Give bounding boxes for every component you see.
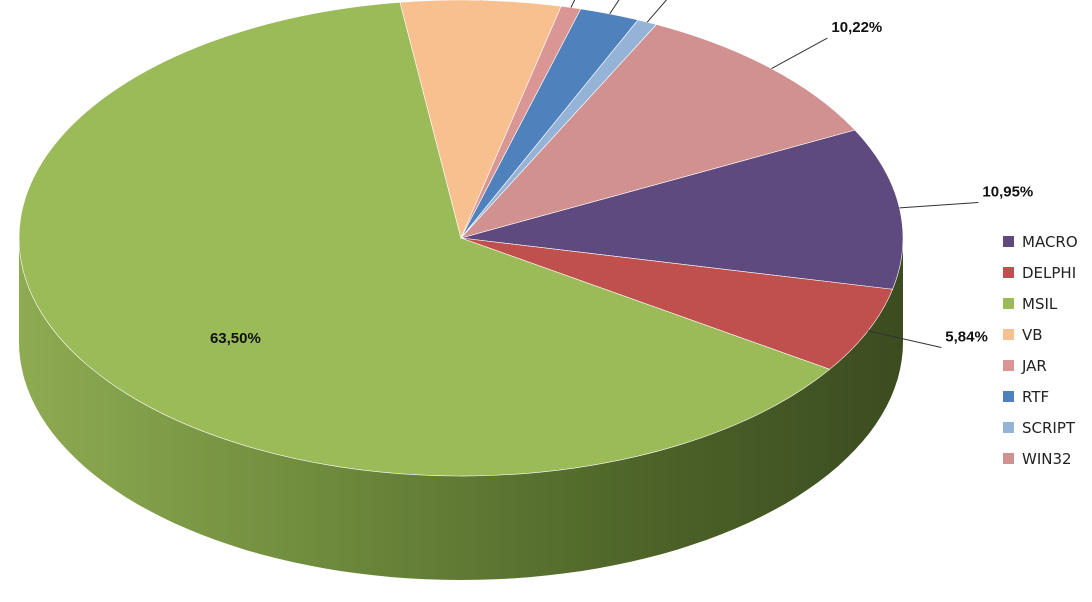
legend-swatch [1003, 236, 1014, 247]
legend-label: MACRO [1022, 232, 1078, 251]
pie-slice-macro [460, 129, 904, 290]
leader-line-jar [570, 0, 576, 8]
legend-item-macro: MACRO [1003, 226, 1078, 257]
legend-item-vb: VB [1003, 319, 1078, 350]
data-label-win32: 10,22% [831, 19, 882, 36]
pie-slice-msil [18, 1, 831, 477]
legend-label: MSIL [1022, 294, 1058, 313]
legend-swatch [1003, 422, 1014, 433]
legend-label: WIN32 [1022, 449, 1072, 468]
pie-slice-delphi [460, 237, 894, 370]
pie-slice-vb [399, 0, 562, 239]
legend-item-msil: MSIL [1003, 288, 1078, 319]
legend: MACRO DELPHI MSIL VB JAR RTF SCRIPT WIN32 [1003, 226, 1078, 474]
legend-label: SCRIPT [1022, 418, 1076, 437]
legend-item-jar: JAR [1003, 350, 1078, 381]
leader-line-rtf [609, 0, 620, 15]
leader-line-macro [899, 202, 979, 209]
legend-item-delphi: DELPHI [1003, 257, 1078, 288]
legend-swatch [1003, 453, 1014, 464]
legend-label: VB [1022, 325, 1043, 344]
data-label-macro: 10,95% [982, 184, 1033, 201]
legend-item-script: SCRIPT [1003, 412, 1078, 443]
legend-swatch [1003, 298, 1014, 309]
leader-line-win32 [771, 37, 828, 70]
legend-label: JAR [1022, 356, 1047, 375]
legend-item-rtf: RTF [1003, 381, 1078, 412]
legend-item-win32: WIN32 [1003, 443, 1078, 474]
legend-label: DELPHI [1022, 263, 1077, 282]
leader-line-script [646, 0, 668, 23]
leader-line-delphi [867, 330, 942, 348]
legend-swatch [1003, 329, 1014, 340]
legend-label: RTF [1022, 387, 1050, 406]
legend-swatch [1003, 391, 1014, 402]
pie-side [19, 238, 903, 580]
legend-swatch [1003, 267, 1014, 278]
pie-slice-win32 [460, 24, 856, 239]
legend-swatch [1003, 360, 1014, 371]
data-label-delphi: 5,84% [945, 329, 988, 346]
data-label-msil: 63,50% [210, 330, 261, 347]
